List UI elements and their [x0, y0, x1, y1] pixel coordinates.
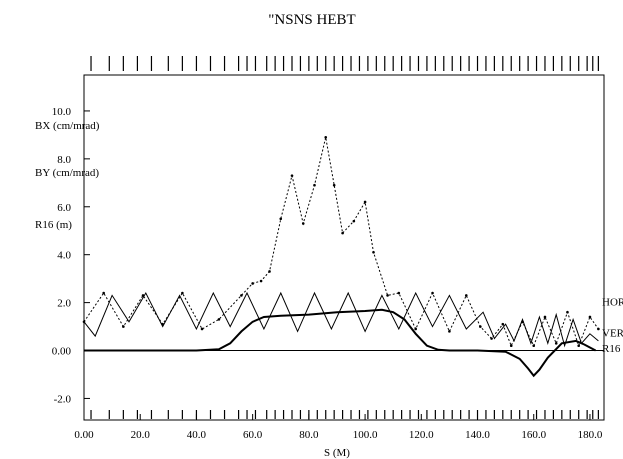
curve-labels: HOR VER R16: [602, 296, 623, 355]
beamline-element-marks: [90, 56, 599, 419]
x-axis-label: S (M): [324, 447, 350, 459]
y-tick-label: 6.0: [57, 202, 71, 214]
series-hor-point: [259, 279, 263, 283]
series-hor-point: [543, 315, 547, 319]
series-hor-point: [341, 231, 344, 235]
series-hor-point: [566, 310, 569, 314]
series-hor-line: [83, 137, 599, 348]
series-hor-point: [279, 217, 283, 221]
series-hor-point: [448, 330, 451, 333]
series-hor-point: [324, 135, 328, 139]
x-tick-label: 0.00: [74, 429, 94, 441]
x-tick-label: 120.0: [409, 429, 434, 441]
chart-title: "NSNS HEBT: [268, 12, 355, 28]
x-tick-label: 100.0: [353, 429, 378, 441]
series-hor-point: [301, 222, 305, 225]
series-label-r16: R16: [602, 343, 621, 355]
series-hor-point: [200, 327, 204, 331]
y-tick-label: 0.00: [52, 346, 72, 358]
series-hor-point: [479, 325, 482, 328]
series-hor-point: [352, 219, 356, 223]
series-label-hor: HOR: [602, 296, 623, 308]
y-tick-label: 2.0: [57, 298, 71, 310]
series-hor-point: [464, 294, 468, 297]
x-ticks: 0.00 20.0 40.0 60.0 80.0 100.0 120.0 140.0 160.0…: [74, 414, 603, 441]
series-hor-point: [588, 315, 592, 319]
series-hor-point: [397, 291, 401, 295]
series-hor-point: [532, 344, 536, 348]
series-hor-point: [372, 250, 375, 254]
series-hor-point: [240, 294, 243, 297]
x-tick-label: 140.0: [465, 429, 490, 441]
series-hor-point: [386, 294, 389, 297]
series-r16-line: [84, 308, 597, 378]
series-hor-point: [102, 291, 105, 295]
series-hor-point: [268, 270, 271, 273]
series-hor-point: [363, 200, 367, 204]
series-hor-point: [290, 174, 294, 177]
series-hor-point: [501, 322, 505, 326]
y-ticks: -2.0 0.00 2.0 4.0 6.0 8.0 10.0: [52, 106, 90, 405]
x-tick-label: 80.0: [299, 429, 319, 441]
plot-frame: [83, 74, 605, 421]
x-tick-label: 40.0: [187, 429, 207, 441]
series-hor-point: [597, 327, 600, 331]
series-hor-point: [554, 342, 558, 345]
series-group: [82, 135, 604, 378]
series-hor-point: [251, 282, 254, 285]
series-hor-point: [217, 318, 221, 321]
series-hor-point: [414, 327, 417, 331]
y-axis-label-by: BY (cm/mrad): [35, 167, 99, 179]
series-ver-line: [83, 291, 599, 348]
x-tick-label: 60.0: [243, 429, 263, 441]
series-hor-point: [577, 344, 581, 348]
y-tick-label: 10.0: [52, 106, 72, 118]
y-axis-label-bx: BX (cm/mrad): [35, 120, 100, 132]
y-tick-label: 4.0: [57, 250, 71, 262]
x-tick-label: 20.0: [131, 429, 151, 441]
y-tick-label: -2.0: [54, 393, 72, 405]
series-hor-point: [509, 344, 513, 348]
series-hor-point: [313, 183, 316, 187]
series-hor-point: [332, 183, 336, 187]
y-axis-label-r16: R16 (m): [35, 219, 72, 231]
series-hor-point: [490, 337, 493, 340]
x-tick-label: 180.0: [578, 429, 603, 441]
series-hor-point: [431, 291, 434, 295]
x-tick-label: 160.0: [521, 429, 546, 441]
series-hor-point: [181, 291, 184, 295]
y-tick-label: 8.0: [57, 154, 71, 166]
series-label-ver: VER: [602, 328, 623, 340]
series-hor-point: [122, 325, 125, 328]
